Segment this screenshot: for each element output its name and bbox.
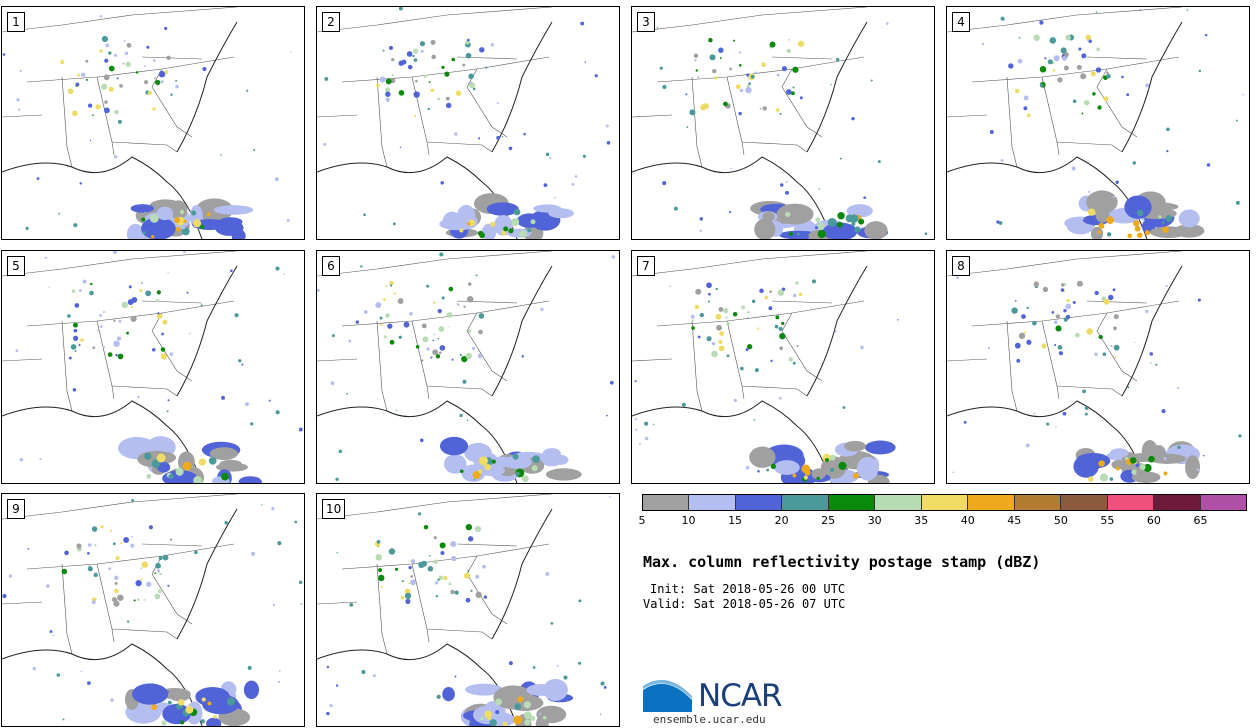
- colorbar-swatch: [828, 495, 876, 510]
- member-number-label: 5: [7, 256, 25, 276]
- colorbar-swatch: [1014, 495, 1062, 510]
- colorbar-tick-label: 10: [681, 514, 696, 527]
- member-number-label: 9: [7, 499, 25, 519]
- ensemble-member-panel: 8: [946, 250, 1250, 484]
- valid-time: Valid: Sat 2018-05-26 07 UTC: [643, 597, 846, 611]
- base-map: [317, 7, 611, 239]
- ensemble-member-panel: 4: [946, 6, 1250, 240]
- member-number-label: 8: [952, 256, 970, 276]
- member-number-label: 2: [322, 12, 340, 32]
- colorbar-swatch: [968, 495, 1015, 510]
- ensemble-member-panel: 6: [316, 250, 620, 484]
- colorbar-swatch: [643, 495, 690, 510]
- colorbar-swatch: [921, 495, 969, 510]
- colorbar-swatch: [782, 495, 829, 510]
- base-map: [632, 7, 928, 239]
- colorbar-swatch: [1107, 495, 1155, 510]
- member-number-label: 7: [637, 256, 655, 276]
- colorbar-tick-label: 15: [728, 514, 743, 527]
- base-map: [2, 494, 303, 726]
- init-time: Init: Sat 2018-05-26 00 UTC: [650, 582, 846, 596]
- colorbar-tick-label: 25: [821, 514, 836, 527]
- colorbar: [642, 494, 1247, 511]
- ensemble-member-panel: 10: [316, 493, 620, 727]
- logo-text: NCAR: [698, 678, 783, 714]
- base-map: [947, 251, 1242, 483]
- colorbar-ticks: 5 10 15 20 25 30 35 40 45 50 55 60 65: [638, 514, 1247, 528]
- colorbar-tick-label: 35: [914, 514, 929, 527]
- ensemble-member-panel: 1: [1, 6, 305, 240]
- base-map: [632, 251, 899, 483]
- chart-title: Max. column reflectivity postage stamp (…: [643, 553, 1041, 571]
- colorbar-tick-label: 30: [867, 514, 882, 527]
- colorbar-swatch: [689, 495, 736, 510]
- base-map: [2, 251, 303, 483]
- colorbar-tick-label: 40: [960, 514, 975, 527]
- ensemble-member-panel: 2: [316, 6, 620, 240]
- colorbar-tick-label: 55: [1100, 514, 1115, 527]
- member-number-label: 3: [637, 12, 655, 32]
- colorbar-swatch: [875, 495, 922, 510]
- colorbar-tick-label: 45: [1007, 514, 1022, 527]
- base-map: [2, 7, 292, 239]
- colorbar-swatch: [1061, 495, 1108, 510]
- colorbar-tick-label: 5: [638, 514, 646, 527]
- member-number-label: 1: [7, 12, 25, 32]
- ensemble-member-panel: 5: [1, 250, 305, 484]
- ensemble-member-panel: 7: [631, 250, 935, 484]
- ncar-logo-icon: [643, 679, 692, 712]
- ensemble-member-panel: 3: [631, 6, 935, 240]
- base-map: [947, 7, 1245, 239]
- colorbar-swatch: [1154, 495, 1201, 510]
- base-map: [317, 251, 616, 483]
- logo-url: ensemble.ucar.edu: [653, 713, 766, 726]
- base-map: [317, 494, 611, 726]
- colorbar-tick-label: 50: [1053, 514, 1068, 527]
- colorbar-tick-label: 20: [774, 514, 789, 527]
- ensemble-member-panel: 9: [1, 493, 305, 727]
- member-number-label: 10: [322, 499, 346, 519]
- colorbar-tick-label: 65: [1193, 514, 1208, 527]
- member-number-label: 6: [322, 256, 340, 276]
- colorbar-tick-label: 60: [1146, 514, 1161, 527]
- member-number-label: 4: [952, 12, 970, 32]
- colorbar-swatch: [1200, 495, 1247, 510]
- colorbar-swatch: [735, 495, 783, 510]
